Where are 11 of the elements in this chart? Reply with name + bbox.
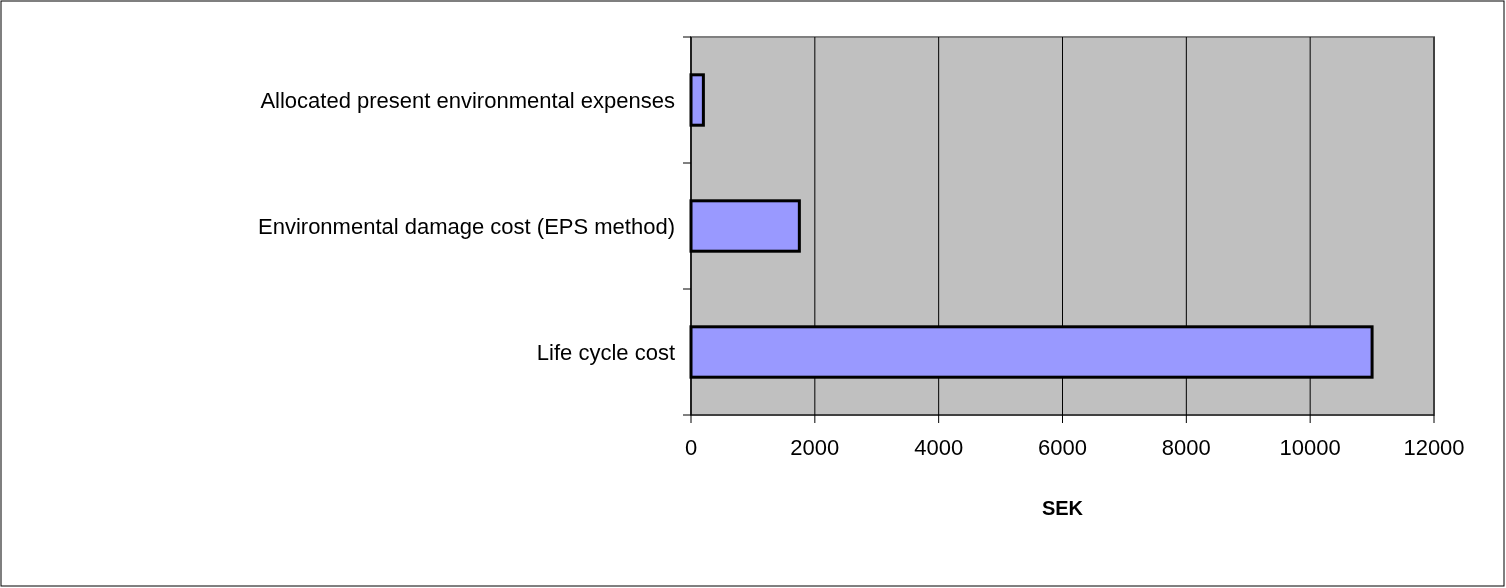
- x-tick-label: 4000: [914, 435, 964, 460]
- y-tick-label: Environmental damage cost (EPS method): [258, 213, 675, 239]
- y-tick-label: Life cycle cost: [536, 339, 675, 365]
- x-axis-title: SEK: [1041, 497, 1084, 519]
- x-tick-label: 6000: [1038, 435, 1087, 460]
- x-tick-label: 12000: [1403, 435, 1465, 460]
- y-tick-label: Allocated present environmental expenses: [260, 87, 675, 113]
- x-tick-label: 10000: [1279, 435, 1341, 460]
- x-tick-label: 0: [684, 435, 698, 460]
- x-tick-label: 2000: [790, 435, 840, 460]
- x-tick-label: 8000: [1161, 435, 1211, 460]
